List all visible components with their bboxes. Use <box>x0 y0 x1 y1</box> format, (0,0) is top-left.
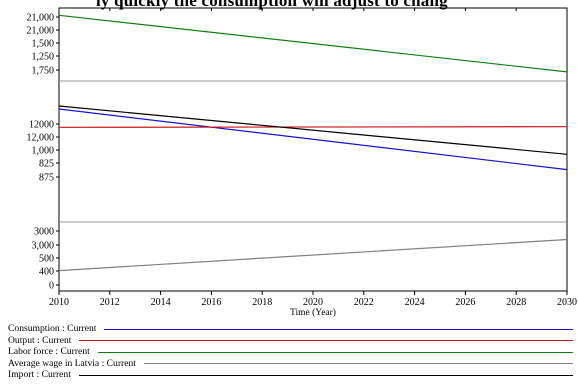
y-tick-label: 1,000 <box>32 146 55 157</box>
x-tick-label: 2028 <box>506 297 526 308</box>
legend-item: Labor force : Current <box>8 346 573 358</box>
x-axis-label: Time (Year) <box>290 307 336 318</box>
series-line-2 <box>58 126 568 128</box>
x-tick-label: 2024 <box>405 297 425 308</box>
y-tick-label: 21,000 <box>27 26 55 37</box>
y-tick-label: 3,000 <box>32 241 55 252</box>
legend-swatch-line <box>79 340 573 342</box>
legend-item: Output : Current <box>8 335 573 347</box>
legend-swatch-line <box>97 351 573 353</box>
x-tick-label: 2012 <box>100 297 120 308</box>
legend-item: Consumption : Current <box>8 323 573 335</box>
series-line-4 <box>58 238 568 272</box>
y-tick-label: 21,000 <box>27 13 55 24</box>
series-line-5 <box>58 105 568 155</box>
legend-label: Import : Current <box>8 369 71 381</box>
x-tick-label: 2026 <box>455 297 475 308</box>
legend-label: Average wage in Latvia : Current <box>8 357 136 369</box>
legend-swatch-line <box>104 328 573 330</box>
legend-label: Output : Current <box>8 334 72 346</box>
line-chart: 21,000 21,000 1,500 1,250 1,750 12000 12,000 1,… <box>27 7 577 318</box>
series-line-3 <box>58 14 568 73</box>
plot-frame <box>58 7 568 292</box>
x-tick-label: 2014 <box>151 297 171 308</box>
x-tick-label: 2020 <box>303 297 323 308</box>
y-tick-label: 12000 <box>29 120 54 131</box>
x-tick-label: 2022 <box>354 297 374 308</box>
x-tick-label: 2016 <box>201 297 221 308</box>
y-tick-label: 1,250 <box>32 52 55 63</box>
legend-label: Consumption : Current <box>8 323 97 334</box>
legend-item: Import : Current <box>8 369 573 381</box>
y-tick-label: 3000 <box>34 227 54 238</box>
chart-legend: Consumption : Current Output : Current Lab… <box>8 323 573 381</box>
x-tick-label: 2030 <box>557 297 577 308</box>
y-tick-label: 0 <box>49 281 54 292</box>
y-tick-label: 500 <box>39 254 54 265</box>
legend-label: Labor force : Current <box>8 346 90 358</box>
x-tick-label: 2018 <box>252 297 272 308</box>
y-tick-label: 12,000 <box>27 133 55 144</box>
legend-item: Average wage in Latvia : Current <box>8 358 573 370</box>
y-tick-label: 875 <box>39 173 54 184</box>
y-tick-label: 825 <box>39 159 54 170</box>
y-tick-label: 1,750 <box>32 66 55 77</box>
y-tick-label: 400 <box>39 267 54 278</box>
chart-title: ly quickly the consumption will adjust t… <box>96 0 448 10</box>
series-line-1 <box>58 108 568 171</box>
legend-swatch-line <box>143 363 573 365</box>
x-tick-label: 2010 <box>49 297 69 308</box>
chart-title-strip: ly quickly the consumption will adjust t… <box>0 0 578 14</box>
legend-swatch-line <box>78 374 573 377</box>
y-tick-label: 1,500 <box>32 39 55 50</box>
